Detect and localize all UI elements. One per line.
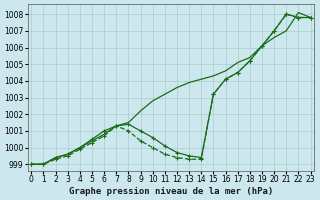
X-axis label: Graphe pression niveau de la mer (hPa): Graphe pression niveau de la mer (hPa) [69,187,273,196]
